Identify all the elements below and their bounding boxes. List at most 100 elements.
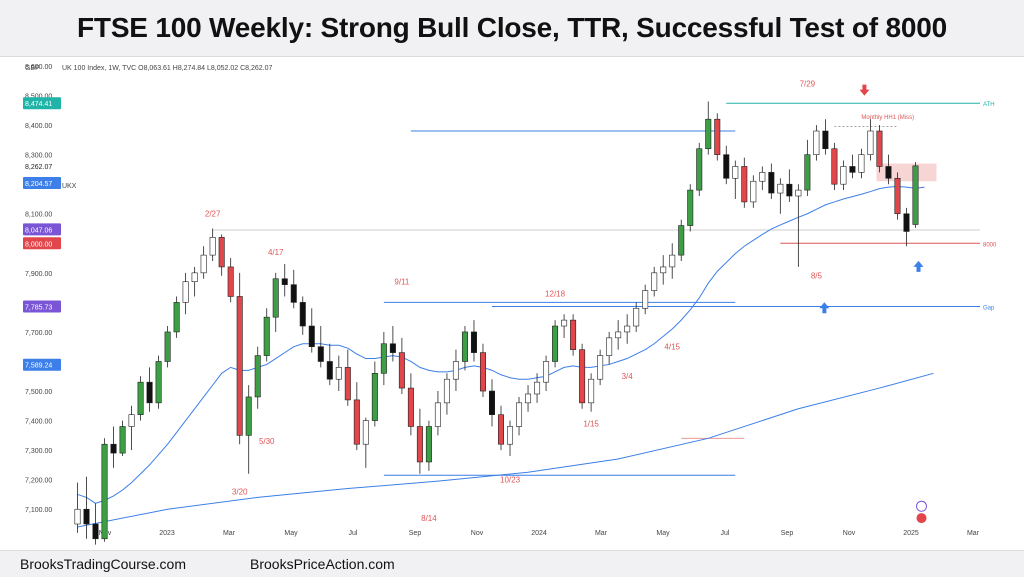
candle-body <box>308 325 315 348</box>
footer-left-link[interactable]: BrooksTradingCourse.com <box>20 556 186 572</box>
candle-body <box>561 319 568 327</box>
price-badge <box>23 177 61 190</box>
price-badge-label: 7,785.73 <box>25 305 52 312</box>
x-tick-label: 2023 <box>159 530 175 537</box>
date-annotation: 2/27 <box>205 210 221 219</box>
ref-line-label: Gap <box>983 306 995 312</box>
date-annotation: 8/14 <box>421 514 437 523</box>
candle-body <box>137 381 144 415</box>
candle-body <box>858 154 865 173</box>
price-badge-label: 8,204.57 <box>25 181 52 188</box>
x-tick-label: Mar <box>595 530 608 537</box>
candle-body <box>92 523 99 540</box>
candle-body <box>488 390 495 415</box>
candle-body <box>236 296 243 436</box>
candle-body <box>732 166 739 179</box>
y-tick-label: 8,400.00 <box>25 123 52 130</box>
candle-body <box>687 189 694 226</box>
y-tick-label: 8,300.00 <box>25 153 52 160</box>
currency-label: GBP <box>25 65 40 72</box>
candle-body <box>651 272 658 291</box>
candle-body <box>263 316 270 356</box>
candle-body <box>110 443 117 454</box>
y-tick-label: 7,400.00 <box>25 419 52 426</box>
title-bar <box>0 0 1024 57</box>
candle-body <box>534 381 541 395</box>
candle-body <box>525 393 532 404</box>
candle-body <box>416 426 423 463</box>
candle-body <box>200 254 207 274</box>
candle-body <box>750 180 757 203</box>
y-tick-label: 8,600.00 <box>25 64 52 71</box>
candle-body <box>804 154 811 191</box>
candle-body <box>74 508 81 525</box>
date-annotation: 10/23 <box>500 476 521 485</box>
x-tick-label: Mar <box>223 530 236 537</box>
candle-body <box>443 378 450 404</box>
price-badge <box>23 237 61 250</box>
candle-body <box>101 443 108 540</box>
date-annotation: 3/20 <box>232 487 248 496</box>
footer-right-link[interactable]: BrooksPriceAction.com <box>250 556 395 572</box>
candle-body <box>705 118 712 150</box>
y-tick-label: 8,500.00 <box>25 94 52 101</box>
price-badge-label: 8,047.06 <box>25 227 52 234</box>
candle-body <box>615 331 622 339</box>
candle-body <box>425 426 432 463</box>
candle-body <box>498 414 505 445</box>
candle-body <box>146 381 153 404</box>
price-badge-label: 7,589.24 <box>25 363 52 370</box>
x-tick-label: 2024 <box>531 530 547 537</box>
date-annotation: 12/18 <box>545 289 566 298</box>
candle-body <box>786 183 793 197</box>
y-tick-label: 7,300.00 <box>25 448 52 455</box>
candle-body <box>570 319 577 350</box>
price-badge-label: 8,000.00 <box>25 241 52 248</box>
candle-body <box>768 172 775 194</box>
y-tick-label: 7,200.00 <box>25 478 52 485</box>
symbol-label: UKX <box>62 183 77 190</box>
candle-body <box>606 337 613 356</box>
candle-body <box>660 266 667 274</box>
candle-body <box>669 254 676 268</box>
price-badge <box>23 97 61 110</box>
candle-body <box>714 118 721 155</box>
candle-body <box>759 172 766 182</box>
x-tick-label: Sep <box>781 530 794 537</box>
candle-body <box>597 355 604 380</box>
chart-area[interactable]: GBP UK 100 Index, 1W, TVC O8,063.61 H8,27… <box>20 56 1020 550</box>
candle-body <box>543 361 550 383</box>
candle-body <box>840 166 847 185</box>
candle-body <box>516 402 523 427</box>
date-annotation: 1/15 <box>583 419 599 428</box>
date-annotation: 9/11 <box>394 278 410 287</box>
candle-body <box>353 399 360 445</box>
candle-body <box>813 130 820 155</box>
candle-body <box>398 352 405 389</box>
candlestick-chart[interactable]: GBP UK 100 Index, 1W, TVC O8,063.61 H8,27… <box>20 56 1020 550</box>
candle-body <box>633 307 640 327</box>
price-badge <box>23 223 61 236</box>
candle-body <box>209 237 216 256</box>
shade-box <box>876 163 937 182</box>
x-tick-label: Jul <box>349 530 358 537</box>
candle-body <box>119 426 126 454</box>
candle-body <box>344 367 351 401</box>
candle-body <box>849 166 856 173</box>
ema20-line <box>77 186 925 504</box>
x-tick-label: May <box>284 530 298 537</box>
x-tick-label: Nov <box>843 530 856 537</box>
candle-body <box>317 346 324 362</box>
event-icon <box>916 513 927 524</box>
candle-body <box>461 331 468 362</box>
candle-body <box>326 361 333 380</box>
x-tick-label: Nov <box>471 530 484 537</box>
candle-body <box>624 325 631 333</box>
candle-body <box>128 414 135 427</box>
candle-body <box>831 148 838 185</box>
candle-body <box>218 237 225 268</box>
y-tick-label: 7,900.00 <box>25 271 52 278</box>
candle-body <box>885 166 892 179</box>
candle-body <box>191 272 198 283</box>
y-tick-label: 7,700.00 <box>25 330 52 337</box>
